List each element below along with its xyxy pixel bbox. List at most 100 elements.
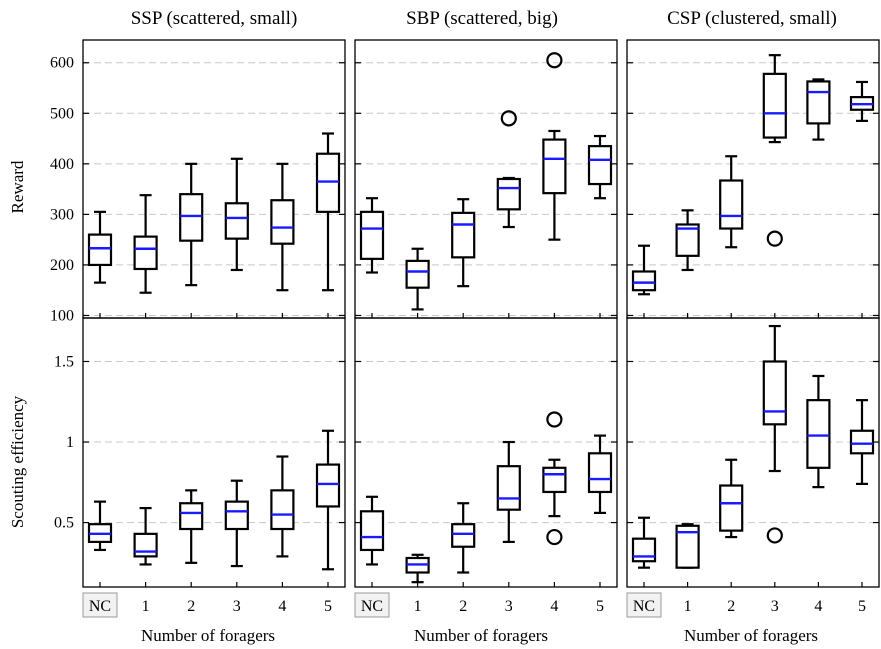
box-4 (542, 411, 567, 546)
panel-0-2 (626, 39, 880, 319)
box-5 (315, 132, 341, 292)
box-2 (451, 502, 476, 574)
y-tick-label: 600 (50, 55, 74, 72)
box-5 (587, 434, 613, 515)
iqr-box (133, 532, 158, 558)
box-3 (762, 324, 787, 544)
box-NC (631, 516, 657, 569)
iqr-box (587, 452, 613, 494)
plot-frame (82, 39, 346, 319)
outlier-point (500, 110, 517, 127)
iqr-box (359, 210, 385, 260)
y-tick-label: 1.5 (54, 353, 74, 370)
box-1 (675, 523, 700, 569)
y-tick-label: 100 (50, 307, 74, 324)
box-4 (806, 78, 831, 141)
xlabel-col-1: Number of foragers (141, 626, 275, 645)
x-tick-label: 5 (324, 598, 332, 615)
x-tick-label: 3 (505, 598, 513, 615)
iqr-box (270, 199, 295, 245)
x-tick-label: 4 (550, 598, 558, 615)
outlier-point (546, 52, 563, 69)
plot-frame (354, 39, 618, 319)
iqr-box (87, 233, 113, 267)
outlier-point (766, 230, 783, 247)
box-1 (675, 209, 700, 272)
panel-title-csp: CSP (clustered, small) (667, 8, 837, 29)
iqr-box (270, 489, 295, 531)
iqr-box (719, 179, 744, 230)
box-4 (270, 455, 295, 558)
box-5 (849, 80, 875, 122)
iqr-box (675, 524, 700, 569)
x-tick-label: 3 (771, 598, 779, 615)
box-3 (224, 479, 249, 568)
x-tick-label: 5 (858, 598, 866, 615)
nc-label-box (82, 592, 118, 618)
box-1 (405, 247, 430, 311)
panel-1-1: NC 1 2 3 4 5 (354, 317, 618, 618)
nc-label-box (354, 592, 390, 618)
iqr-box (806, 80, 831, 125)
plot-frame (82, 317, 346, 588)
y-tick-label: 500 (50, 105, 74, 122)
box-3 (496, 440, 521, 543)
box-NC (87, 210, 113, 284)
box-2 (179, 162, 204, 287)
box-3 (496, 110, 521, 229)
box-NC (359, 495, 385, 566)
x-tick-label: 4 (814, 598, 822, 615)
box-NC (359, 197, 385, 274)
y-tick-label: 400 (50, 156, 74, 173)
panel-1-0: 0.5 1 1.5 NC 1 2 3 4 5 (54, 317, 346, 618)
y-tick-label: 1 (66, 434, 74, 451)
x-tick-label: NC (89, 598, 111, 615)
iqr-box (224, 202, 249, 240)
box-1 (133, 506, 158, 566)
x-tick-label: 4 (278, 598, 286, 615)
iqr-box (675, 223, 700, 257)
x-tick-label: 5 (596, 598, 604, 615)
iqr-box (806, 399, 831, 469)
box-4 (542, 52, 567, 241)
box-2 (179, 489, 204, 564)
box-2 (451, 198, 476, 288)
box-5 (587, 134, 613, 200)
box-NC (87, 500, 113, 552)
box-2 (719, 155, 744, 249)
x-tick-label: NC (633, 598, 655, 615)
box-4 (270, 162, 295, 292)
iqr-box (179, 502, 204, 531)
xlabel-col-2: Number of foragers (414, 626, 548, 645)
plot-frame (626, 317, 880, 588)
iqr-box (762, 72, 787, 139)
iqr-box (405, 259, 430, 289)
box-1 (405, 553, 430, 584)
ylabel-reward: Reward (8, 160, 27, 213)
x-tick-label: 3 (233, 598, 241, 615)
panel-title-ssp: SSP (scattered, small) (131, 8, 298, 29)
iqr-box (849, 429, 875, 455)
box-3 (762, 54, 787, 247)
plot-frame (354, 317, 618, 588)
iqr-box (451, 523, 476, 548)
panel-1-2: NC 1 2 3 4 5 (626, 317, 880, 618)
x-tick-label: 1 (414, 598, 422, 615)
box-5 (315, 429, 341, 571)
x-tick-label: 2 (459, 598, 467, 615)
box-3 (224, 157, 249, 272)
iqr-box (631, 537, 657, 563)
panel-title-sbp: SBP (scattered, big) (406, 8, 558, 29)
outlier-point (766, 527, 783, 544)
iqr-box (496, 177, 521, 211)
outlier-point (546, 528, 563, 546)
x-tick-label: 2 (187, 598, 195, 615)
box-5 (849, 399, 875, 486)
x-tick-label: 1 (684, 598, 692, 615)
x-tick-label: NC (361, 598, 383, 615)
iqr-box (359, 510, 385, 552)
xlabel-col-3: Number of foragers (684, 626, 818, 645)
y-tick-label: 300 (50, 206, 74, 223)
box-NC (631, 244, 657, 296)
ylabel-scouting-efficiency: Scouting efficiency (8, 395, 27, 528)
